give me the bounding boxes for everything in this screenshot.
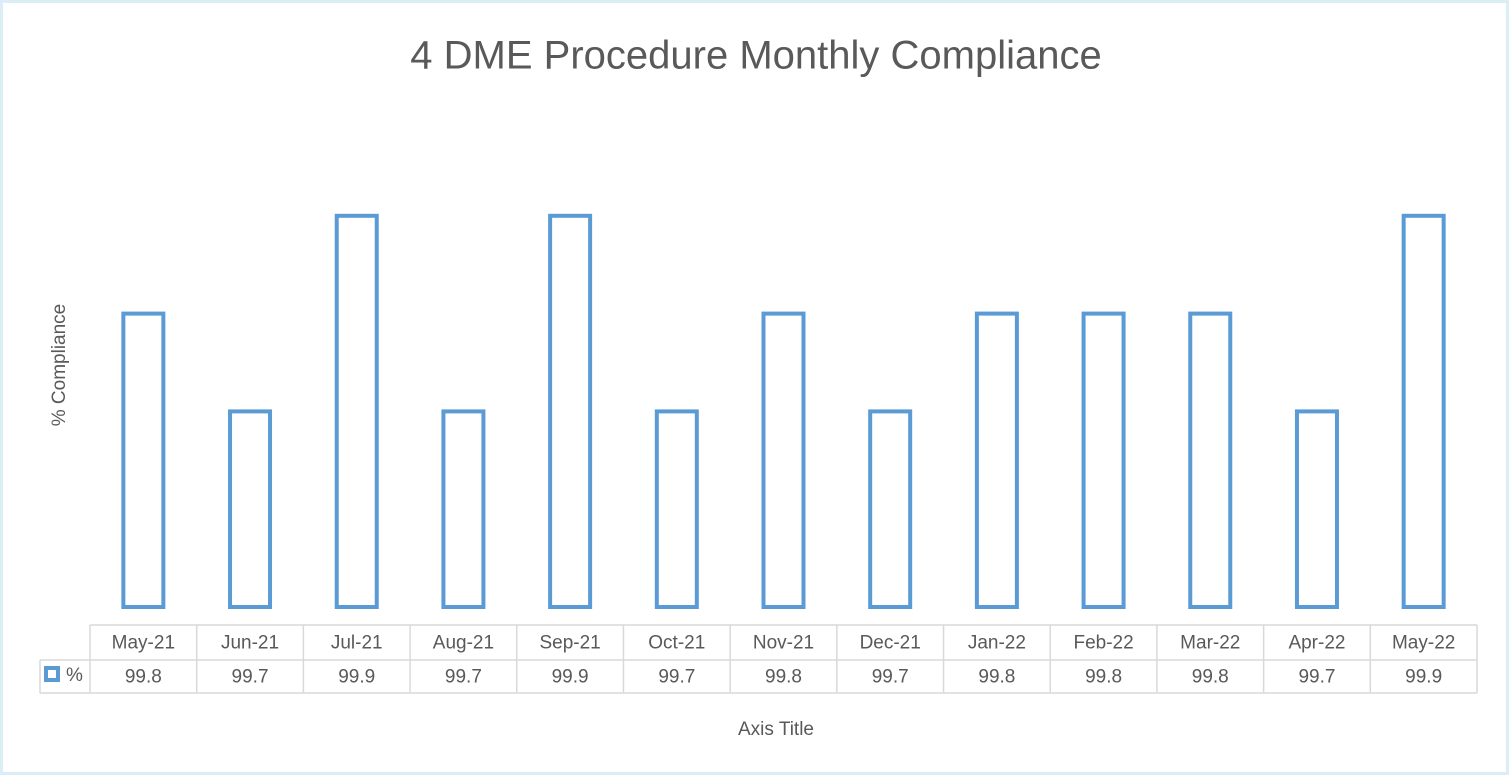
bar <box>334 213 379 610</box>
x-tick-label: Dec-21 <box>860 633 921 654</box>
data-table-value: 99.8 <box>978 667 1015 688</box>
data-table-value: 99.8 <box>765 667 802 688</box>
legend-key <box>44 666 60 682</box>
x-tick-label: Apr-22 <box>1288 633 1345 654</box>
x-tick-label: Oct-21 <box>648 633 705 654</box>
x-tick-label: Mar-22 <box>1180 633 1240 654</box>
x-tick-label: Aug-21 <box>433 633 494 654</box>
x-tick-label: Feb-22 <box>1073 633 1133 654</box>
bar <box>228 409 273 609</box>
data-table-value: 99.7 <box>445 667 482 688</box>
data-table-value: 99.7 <box>872 667 909 688</box>
bar <box>441 409 486 609</box>
bar <box>761 311 806 609</box>
x-axis-title: Axis Title <box>738 719 814 740</box>
data-table-value: 99.9 <box>552 667 589 688</box>
x-tick-label: May-22 <box>1392 633 1455 654</box>
legend-label: % <box>66 665 83 686</box>
data-table-value: 99.8 <box>1192 667 1229 688</box>
data-table-value: 99.7 <box>1298 667 1335 688</box>
bar <box>654 409 699 609</box>
data-table-value: 99.8 <box>1085 667 1122 688</box>
chart-title: 4 DME Procedure Monthly Compliance <box>410 34 1101 78</box>
data-table-value: 99.7 <box>232 667 269 688</box>
x-tick-label: Sep-21 <box>539 633 600 654</box>
bar <box>548 213 593 610</box>
bar <box>1401 213 1446 610</box>
bar <box>1081 311 1126 609</box>
x-tick-label: Nov-21 <box>753 633 814 654</box>
bar <box>868 409 913 609</box>
x-tick-label: Jun-21 <box>221 633 279 654</box>
data-table-value: 99.7 <box>658 667 695 688</box>
x-tick-label: Jul-21 <box>331 633 383 654</box>
bar <box>121 311 166 609</box>
data-table-value: 99.9 <box>338 667 375 688</box>
x-tick-label: May-21 <box>112 633 175 654</box>
x-tick-label: Jan-22 <box>968 633 1026 654</box>
bar <box>974 311 1019 609</box>
y-axis-title: % Compliance <box>49 304 70 427</box>
data-table-value: 99.8 <box>125 667 162 688</box>
data-table-value: 99.9 <box>1405 667 1442 688</box>
bar <box>1294 409 1339 609</box>
bar <box>1188 311 1233 609</box>
